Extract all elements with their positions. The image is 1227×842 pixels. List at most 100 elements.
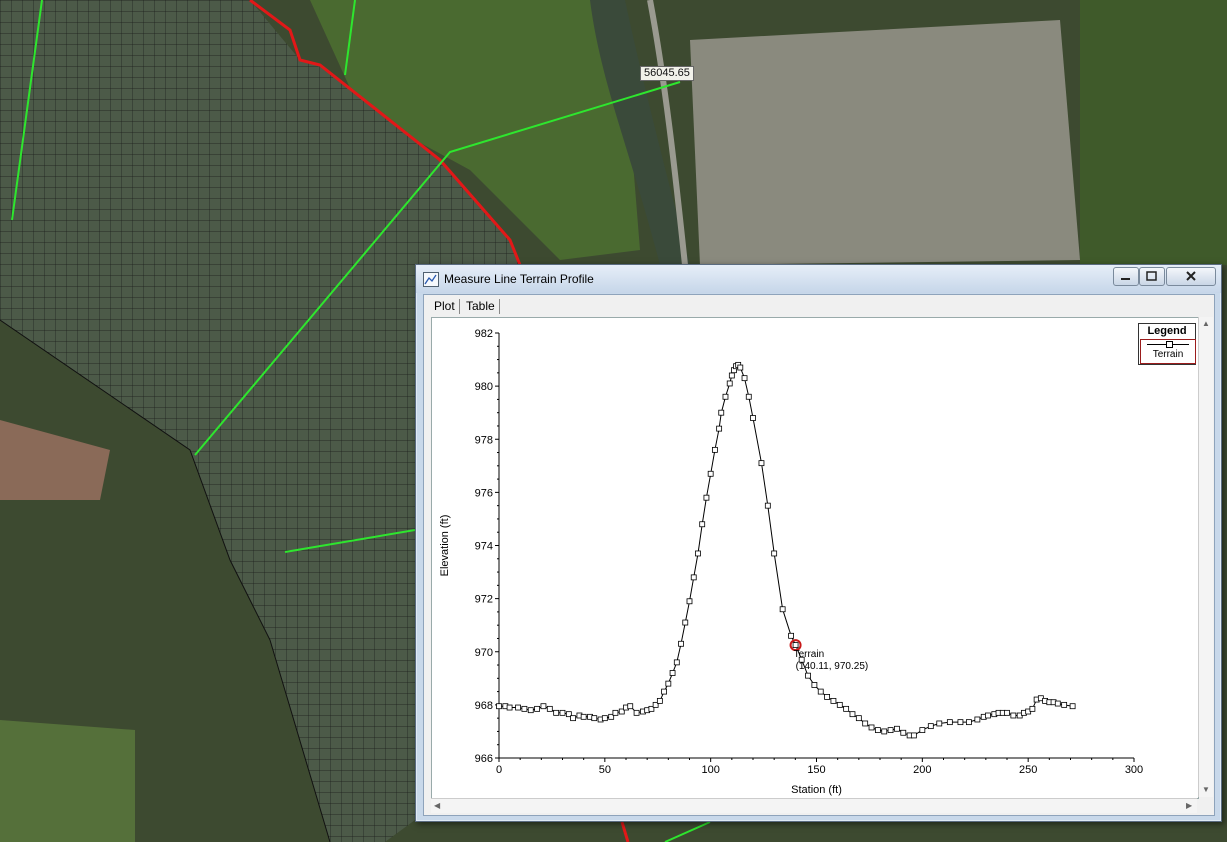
- scroll-left-icon[interactable]: ◀: [434, 801, 441, 810]
- data-point[interactable]: [703, 494, 710, 501]
- data-point[interactable]: [527, 707, 534, 714]
- data-point[interactable]: [1061, 701, 1068, 708]
- minimize-button[interactable]: [1113, 267, 1139, 286]
- data-point[interactable]: [985, 712, 991, 719]
- data-point[interactable]: [824, 694, 830, 700]
- data-point[interactable]: [855, 715, 862, 722]
- data-point[interactable]: [927, 723, 934, 730]
- data-point[interactable]: [771, 550, 778, 557]
- data-point[interactable]: [707, 470, 714, 477]
- data-point[interactable]: [553, 709, 560, 716]
- window-titlebar[interactable]: Measure Line Terrain Profile: [416, 265, 1221, 293]
- chart-legend[interactable]: Legend Terrain: [1138, 323, 1196, 365]
- data-point[interactable]: [836, 701, 843, 708]
- data-point[interactable]: [741, 375, 748, 382]
- close-button[interactable]: [1166, 267, 1216, 286]
- data-point[interactable]: [887, 727, 894, 734]
- data-point[interactable]: [817, 688, 824, 695]
- data-point[interactable]: [936, 720, 943, 727]
- data-point[interactable]: [792, 642, 799, 649]
- data-point[interactable]: [946, 719, 953, 726]
- maximize-button[interactable]: [1139, 267, 1165, 286]
- data-point[interactable]: [830, 697, 837, 704]
- data-point[interactable]: [798, 656, 805, 663]
- data-point[interactable]: [716, 425, 723, 432]
- data-point[interactable]: [521, 705, 528, 712]
- data-point[interactable]: [722, 393, 729, 400]
- data-point[interactable]: [910, 732, 917, 739]
- data-point[interactable]: [974, 716, 981, 723]
- data-point[interactable]: [665, 680, 672, 687]
- data-point[interactable]: [506, 704, 513, 711]
- plot-area[interactable]: 966 968 970 972 974 976 978 980 982 0 50 100 150 200 2…: [431, 317, 1199, 799]
- data-point[interactable]: [811, 682, 818, 688]
- data-point[interactable]: [764, 502, 771, 509]
- data-point[interactable]: [874, 727, 881, 734]
- highlight-marker[interactable]: [789, 639, 802, 652]
- data-point[interactable]: [690, 574, 697, 581]
- data-point[interactable]: [745, 393, 752, 400]
- data-point[interactable]: [711, 446, 718, 453]
- data-point[interactable]: [515, 704, 521, 711]
- cross-section-line[interactable]: [194, 81, 681, 456]
- data-point[interactable]: [546, 705, 553, 712]
- data-point[interactable]: [612, 709, 619, 716]
- data-point[interactable]: [656, 697, 663, 704]
- cross-section-line-5[interactable]: [664, 821, 711, 842]
- data-point[interactable]: [633, 709, 640, 716]
- terrain-profile-window[interactable]: Measure Line Terrain Profile Plot Table …: [415, 264, 1222, 822]
- data-point[interactable]: [648, 705, 655, 712]
- scroll-right-icon[interactable]: ▶: [1186, 801, 1193, 810]
- data-point[interactable]: [868, 724, 875, 731]
- data-point[interactable]: [695, 550, 701, 557]
- tab-plot[interactable]: Plot: [430, 299, 460, 314]
- data-point[interactable]: [540, 703, 547, 710]
- data-point[interactable]: [570, 715, 576, 722]
- data-point[interactable]: [669, 670, 676, 676]
- data-point[interactable]: [881, 728, 888, 735]
- data-point[interactable]: [718, 409, 725, 416]
- data-point[interactable]: [559, 709, 566, 716]
- cross-section-line-3[interactable]: [344, 0, 356, 76]
- data-point[interactable]: [894, 725, 900, 732]
- series-line-terrain[interactable]: [499, 364, 1073, 736]
- cross-section-line-4[interactable]: [284, 529, 416, 553]
- data-point[interactable]: [843, 705, 850, 712]
- data-point[interactable]: [627, 703, 634, 710]
- data-point[interactable]: [652, 701, 659, 708]
- data-point[interactable]: [1029, 705, 1036, 712]
- data-point[interactable]: [900, 729, 907, 736]
- data-point[interactable]: [919, 727, 926, 734]
- data-point[interactable]: [534, 705, 540, 712]
- data-point[interactable]: [608, 713, 615, 720]
- horizontal-scrollbar[interactable]: ◀ ▶: [431, 798, 1197, 813]
- data-point[interactable]: [1010, 712, 1017, 719]
- data-point[interactable]: [673, 659, 680, 666]
- data-point[interactable]: [565, 711, 572, 718]
- terrain-profile-chart[interactable]: 966 968 970 972 974 976 978 980 982 0 50 100 150 200 2…: [432, 318, 1198, 798]
- cross-section-line-2[interactable]: [11, 0, 43, 221]
- data-point[interactable]: [966, 719, 972, 726]
- legend-entry-terrain[interactable]: Terrain: [1140, 339, 1196, 364]
- data-point[interactable]: [849, 711, 856, 718]
- data-point[interactable]: [496, 703, 502, 710]
- data-point[interactable]: [682, 619, 689, 626]
- data-point[interactable]: [1004, 709, 1010, 716]
- data-point[interactable]: [758, 460, 765, 467]
- data-point[interactable]: [580, 713, 587, 720]
- data-point[interactable]: [862, 720, 869, 727]
- data-point[interactable]: [805, 672, 811, 679]
- data-point[interactable]: [661, 688, 668, 695]
- data-point[interactable]: [686, 598, 693, 605]
- data-point[interactable]: [788, 632, 795, 639]
- scroll-down-icon[interactable]: ▼: [1202, 785, 1210, 794]
- data-point[interactable]: [699, 521, 706, 528]
- data-point[interactable]: [601, 715, 608, 722]
- data-point[interactable]: [1054, 700, 1061, 707]
- data-point[interactable]: [779, 606, 786, 613]
- tab-table[interactable]: Table: [462, 299, 500, 314]
- data-point[interactable]: [618, 708, 625, 715]
- scroll-up-icon[interactable]: ▲: [1202, 319, 1210, 328]
- data-point[interactable]: [750, 415, 756, 421]
- vertical-scrollbar[interactable]: ▲ ▼: [1198, 317, 1213, 797]
